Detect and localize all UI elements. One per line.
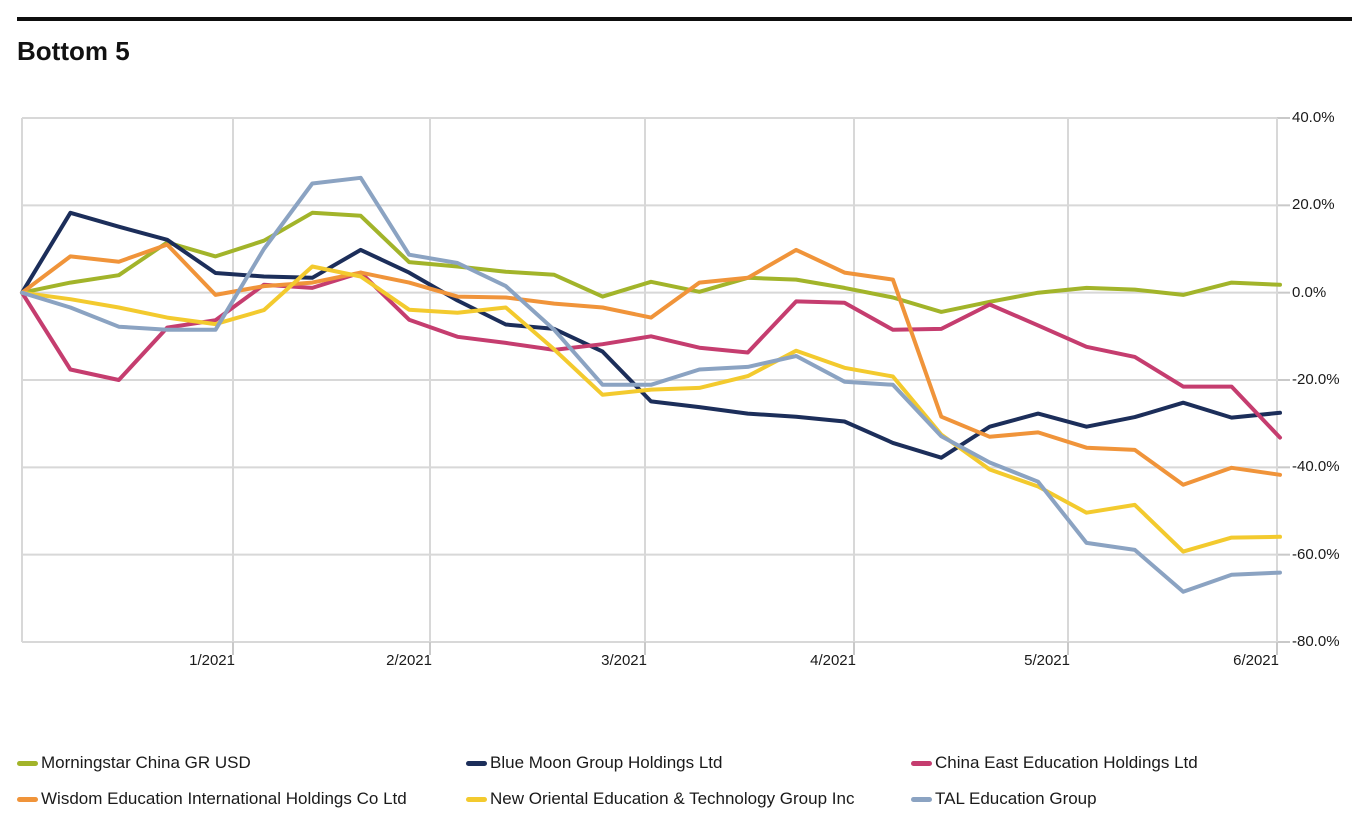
legend-item-china-east-education-holdings-ltd: China East Education Holdings Ltd — [911, 753, 1347, 773]
y-axis-label: -80.0% — [1292, 633, 1340, 650]
y-axis-label: 20.0% — [1292, 196, 1335, 214]
y-axis-label: -40.0% — [1292, 458, 1340, 476]
legend-swatch-icon — [911, 796, 932, 802]
y-axis-label: 40.0% — [1292, 109, 1335, 126]
legend-swatch-icon — [17, 796, 38, 802]
legend-label: Blue Moon Group Holdings Ltd — [490, 753, 723, 772]
legend-swatch-icon — [466, 760, 487, 766]
x-axis-label: 5/2021 — [1024, 652, 1070, 669]
chart-canvas — [20, 117, 1290, 655]
section-divider-rule — [17, 17, 1352, 21]
legend-swatch-icon — [17, 760, 38, 766]
performance-line-chart: 40.0% 20.0% 0.0% -20.0% -40.0% -60.0% -80.0% 1… — [20, 109, 1340, 669]
y-axis-label: -60.0% — [1292, 545, 1340, 563]
legend-label: Wisdom Education International Holdings … — [41, 789, 407, 808]
legend-item-wisdom-education-international-holdings-co-ltd: Wisdom Education International Holdings … — [17, 789, 466, 809]
series-line-morningstar-china-gr-usd — [20, 210, 1282, 314]
series-line-wisdom-education-international-holdings-co-ltd — [20, 242, 1282, 487]
series-line-china-east-education-holdings-ltd — [20, 270, 1282, 440]
legend-item-tal-education-group: TAL Education Group — [911, 789, 1347, 809]
legend-label: Morningstar China GR USD — [41, 753, 251, 772]
legend-item-morningstar-china-gr-usd: Morningstar China GR USD — [17, 753, 466, 773]
x-axis-label: 3/2021 — [601, 652, 647, 669]
x-axis-label: 4/2021 — [810, 652, 856, 669]
chart-legend: Morningstar China GR USD Blue Moon Group … — [17, 753, 1347, 809]
legend-label: China East Education Holdings Ltd — [935, 753, 1198, 772]
series-line-tal-education-group — [20, 175, 1282, 594]
legend-item-new-oriental-education-technology-group-inc: New Oriental Education & Technology Grou… — [466, 789, 911, 809]
legend-item-blue-moon-group-holdings-ltd: Blue Moon Group Holdings Ltd — [466, 753, 911, 773]
page-title: Bottom 5 — [17, 36, 130, 66]
x-axis-label: 6/2021 — [1233, 652, 1279, 669]
legend-label: TAL Education Group — [935, 789, 1097, 808]
series-line-blue-moon-group-holdings-ltd — [20, 210, 1282, 460]
x-axis-label: 1/2021 — [189, 652, 235, 669]
legend-swatch-icon — [911, 760, 932, 766]
x-axis-label: 2/2021 — [386, 652, 432, 669]
y-axis-label: -20.0% — [1292, 371, 1340, 388]
series-line-new-oriental-education-technology-group-inc — [20, 264, 1282, 554]
y-axis-label: 0.0% — [1292, 283, 1327, 301]
legend-label: New Oriental Education & Technology Grou… — [490, 789, 855, 808]
legend-swatch-icon — [466, 796, 487, 802]
